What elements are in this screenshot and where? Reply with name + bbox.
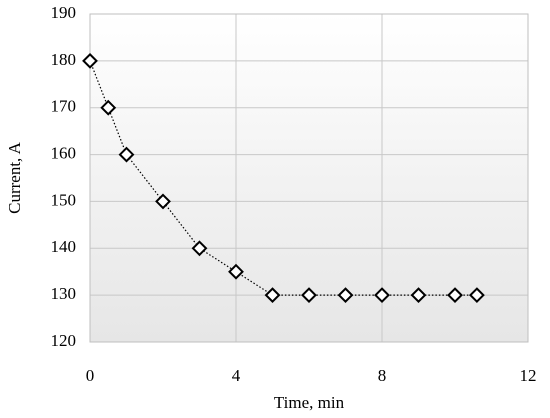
x-axis-label: Time, min (274, 393, 345, 412)
data-point (337, 287, 354, 304)
y-tick-label: 170 (51, 97, 77, 116)
data-point (410, 287, 427, 304)
x-tick-label: 4 (232, 366, 241, 385)
y-tick-label: 140 (51, 237, 77, 256)
x-tick-label: 8 (378, 366, 387, 385)
data-point (468, 287, 485, 304)
data-point (118, 146, 135, 163)
y-axis-label: Current, A (5, 141, 24, 213)
x-tick-label: 0 (86, 366, 95, 385)
y-tick-label: 120 (51, 331, 77, 350)
data-point (155, 193, 171, 210)
y-tick-label: 130 (51, 284, 77, 303)
plot-border (89, 13, 529, 343)
y-tick-label: 190 (51, 3, 77, 22)
data-point (100, 99, 117, 116)
y-tick-label: 160 (51, 143, 77, 162)
data-point (82, 52, 98, 69)
y-tick-label: 150 (51, 190, 77, 209)
data-point (301, 287, 317, 304)
data-point (447, 287, 463, 304)
x-tick-label: 12 (520, 366, 537, 385)
y-tick-label: 180 (51, 50, 77, 69)
data-point (228, 263, 244, 280)
data-point (191, 240, 208, 257)
data-point (374, 287, 390, 304)
data-point (264, 287, 281, 304)
